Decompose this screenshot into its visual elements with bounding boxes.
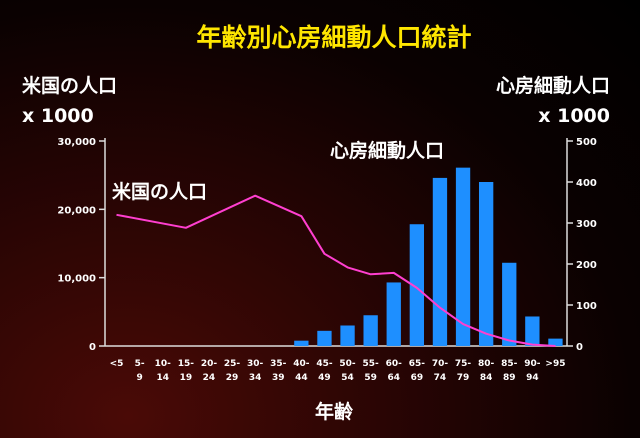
left-tick-label: 0 <box>89 342 96 353</box>
bar <box>409 224 425 346</box>
x-tick-label: 79 <box>457 373 470 383</box>
right-tick-label: 100 <box>576 301 597 312</box>
right-axis-title-line2: x 1000 <box>538 105 610 127</box>
right-tick-label: 500 <box>576 137 597 148</box>
right-tick-label: 200 <box>576 260 597 271</box>
x-tick-label: 90- <box>524 359 541 369</box>
left-tick-label: 20,000 <box>57 205 96 216</box>
x-tick-label: <5 <box>110 359 124 369</box>
left-tick-label: 30,000 <box>57 137 96 148</box>
x-tick-label: 65- <box>409 359 426 369</box>
bar <box>386 282 401 346</box>
x-tick-label: 39 <box>272 373 285 383</box>
x-tick-label: 5- <box>135 359 145 369</box>
x-tick-label: 34 <box>249 373 262 383</box>
left-axis-title-line1: 米国の人口 <box>22 74 117 97</box>
bar <box>502 262 517 346</box>
population-line <box>116 194 556 347</box>
x-axis-title: 年齢 <box>315 400 354 423</box>
x-tick-label: 84 <box>480 373 493 383</box>
right-axis-ticks: 0 100 200 300 400 500 <box>567 137 597 353</box>
x-tick-label: 15- <box>178 359 195 369</box>
x-tick-label: 40- <box>293 359 310 369</box>
x-tick-label: 49 <box>318 373 331 383</box>
bar-series-label: 心房細動人口 <box>330 139 444 162</box>
bar <box>363 315 378 346</box>
x-axis-ticks: <5 5- 9 10- 14 15- 19 20- 24 25- 29 30- 34 35- 39 40- 44… <box>110 359 566 383</box>
bar <box>432 177 448 346</box>
bar-series <box>294 167 563 346</box>
x-tick-label: 80- <box>478 359 495 369</box>
right-tick-label: 400 <box>576 178 597 189</box>
right-axis-title-line1: 心房細動人口 <box>496 74 610 97</box>
x-tick-label: 24 <box>203 373 216 383</box>
right-tick-label: 0 <box>576 342 583 353</box>
x-tick-label: 89 <box>503 373 516 383</box>
bar <box>525 316 540 346</box>
left-axis-title-line2: x 1000 <box>22 105 94 127</box>
bar <box>548 338 563 346</box>
x-tick-label: 55- <box>363 359 380 369</box>
x-tick-label: 69 <box>411 373 424 383</box>
bar <box>455 167 471 346</box>
left-axis-ticks: 0 10,000 20,000 30,000 <box>57 137 105 353</box>
x-tick-label: 30- <box>247 359 264 369</box>
bar <box>317 330 332 346</box>
x-tick-label: 70- <box>432 359 449 369</box>
x-tick-label: 50- <box>339 359 356 369</box>
line-series <box>116 194 556 347</box>
x-tick-label: 44 <box>295 373 308 383</box>
x-tick-label: 25- <box>224 359 241 369</box>
x-tick-label: 60- <box>386 359 403 369</box>
x-tick-label: >95 <box>545 359 565 369</box>
x-tick-label: 94 <box>526 373 539 383</box>
x-tick-label: 35- <box>270 359 287 369</box>
x-tick-label: 10- <box>155 359 172 369</box>
left-tick-label: 10,000 <box>57 274 96 285</box>
right-tick-label: 300 <box>576 219 597 230</box>
chart-title: 年齢別心房細動人口統計 <box>196 23 471 52</box>
x-tick-label: 75- <box>455 359 472 369</box>
x-tick-label: 54 <box>341 373 354 383</box>
x-tick-label: 85- <box>501 359 518 369</box>
x-tick-label: 19 <box>180 373 193 383</box>
x-tick-label: 29 <box>226 373 239 383</box>
x-tick-label: 45- <box>316 359 333 369</box>
x-tick-label: 9 <box>137 373 143 383</box>
bar <box>478 182 494 346</box>
x-tick-label: 59 <box>364 373 377 383</box>
bar <box>294 340 309 346</box>
x-tick-label: 14 <box>156 373 169 383</box>
x-tick-label: 74 <box>434 373 447 383</box>
x-tick-label: 64 <box>387 373 400 383</box>
x-tick-label: 20- <box>201 359 218 369</box>
bar <box>340 325 355 346</box>
line-series-label: 米国の人口 <box>112 180 207 203</box>
